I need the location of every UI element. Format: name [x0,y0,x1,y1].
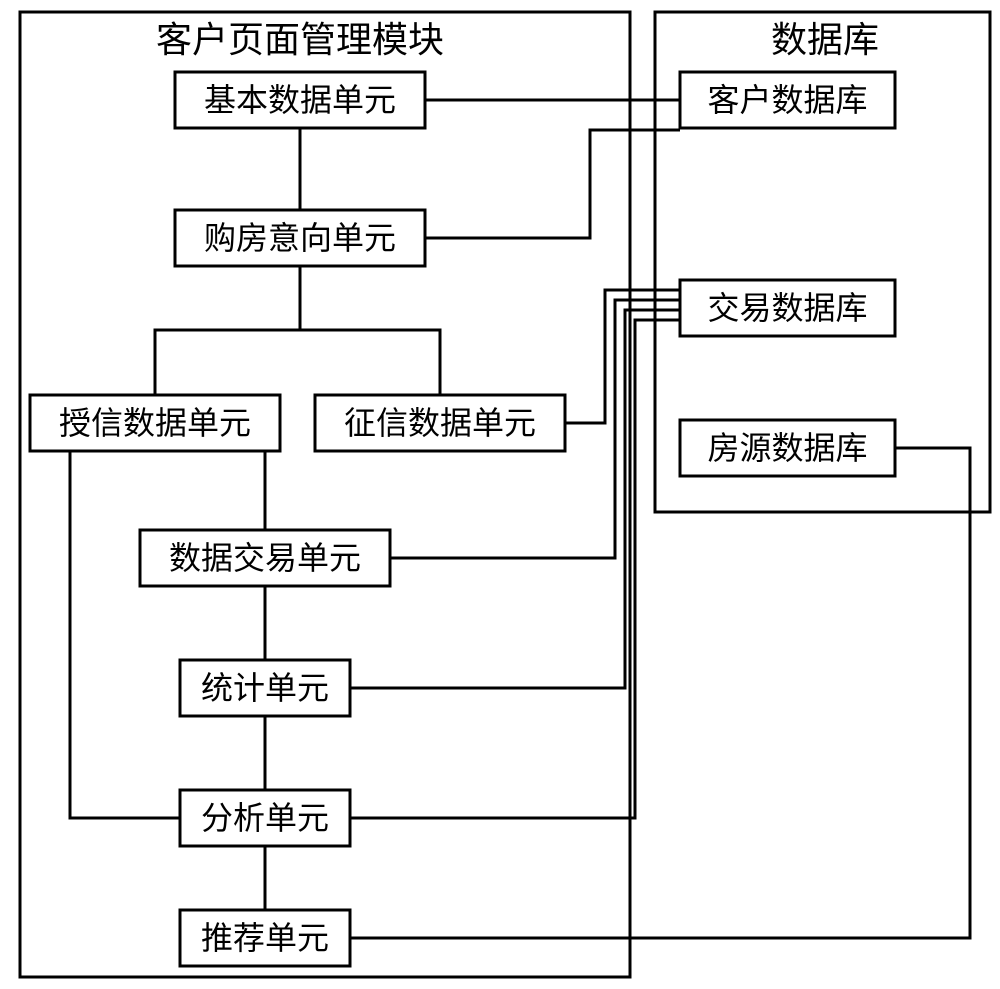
nodes-group: 基本数据单元购房意向单元授信数据单元 征信数据单元数据交易单元统计单元分析单元推荐… [30,72,895,966]
edge-4 [425,130,680,238]
edge-9 [70,451,180,818]
diagram-canvas: 客户页面管理模块 数据库 基本数据单元购房意向单元授信数据单元 征信数据单元数据交… [0,0,1000,989]
node-basic-label: 基本数据单元 [204,82,396,118]
node-trade-label: 数据交易单元 [169,540,361,576]
edge-14 [350,448,970,938]
node-housedb-label: 房源数据库 [707,430,867,466]
node-intent-label: 购房意向单元 [204,220,396,256]
node-stat-label: 统计单元 [201,670,329,706]
edge-1 [155,266,300,395]
edge-2 [300,330,440,395]
node-recommend-label: 推荐单元 [201,920,329,956]
container-left-title: 客户页面管理模块 [156,20,444,60]
node-zhengxin-label: 征信数据单元 [344,405,536,441]
node-analyze-label: 分析单元 [201,800,329,836]
node-credit-label: 授信数据单元 [59,405,251,441]
node-txdb-label: 交易数据库 [707,290,867,326]
container-right-title: 数据库 [771,20,879,60]
node-custdb-label: 客户数据库 [707,82,867,118]
